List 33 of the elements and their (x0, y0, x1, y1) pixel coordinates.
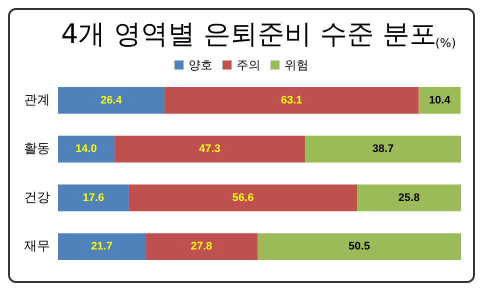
bar (58, 136, 114, 163)
y-tick-label: 건강 (24, 190, 50, 206)
data-label: 50.5 (348, 240, 370, 253)
bar (58, 184, 129, 212)
data-label: 26.4 (100, 94, 123, 106)
legend-label: 위험 (284, 58, 308, 72)
legend-label: 양호 (188, 58, 212, 72)
y-tick-label: 활동 (24, 142, 50, 157)
bar (418, 86, 461, 114)
bar (357, 184, 461, 212)
data-label: 10.4 (428, 94, 452, 106)
bar (114, 136, 306, 163)
bar (58, 233, 146, 260)
data-label: 14.0 (76, 143, 97, 156)
bar (145, 233, 258, 260)
chart-title: 4개 영역별 은퇴준비 수준 분포 (61, 19, 437, 50)
bar (164, 86, 419, 114)
data-label: 17.6 (82, 192, 104, 204)
data-label: 38.7 (372, 143, 394, 156)
chart-subtitle: (%) (435, 36, 456, 50)
legend-label: 주의 (236, 58, 260, 72)
data-label: 63.1 (280, 94, 302, 106)
bar (305, 136, 461, 163)
bar (58, 86, 164, 114)
bar (128, 184, 358, 212)
data-label: 56.6 (232, 192, 254, 204)
data-label: 47.3 (199, 143, 220, 156)
y-tick-label: 관계 (24, 92, 50, 108)
y-tick-label: 재무 (24, 239, 50, 254)
bar (257, 233, 461, 260)
data-label: 21.7 (91, 240, 112, 253)
data-label: 25.8 (398, 192, 420, 204)
data-label: 27.8 (190, 240, 212, 253)
